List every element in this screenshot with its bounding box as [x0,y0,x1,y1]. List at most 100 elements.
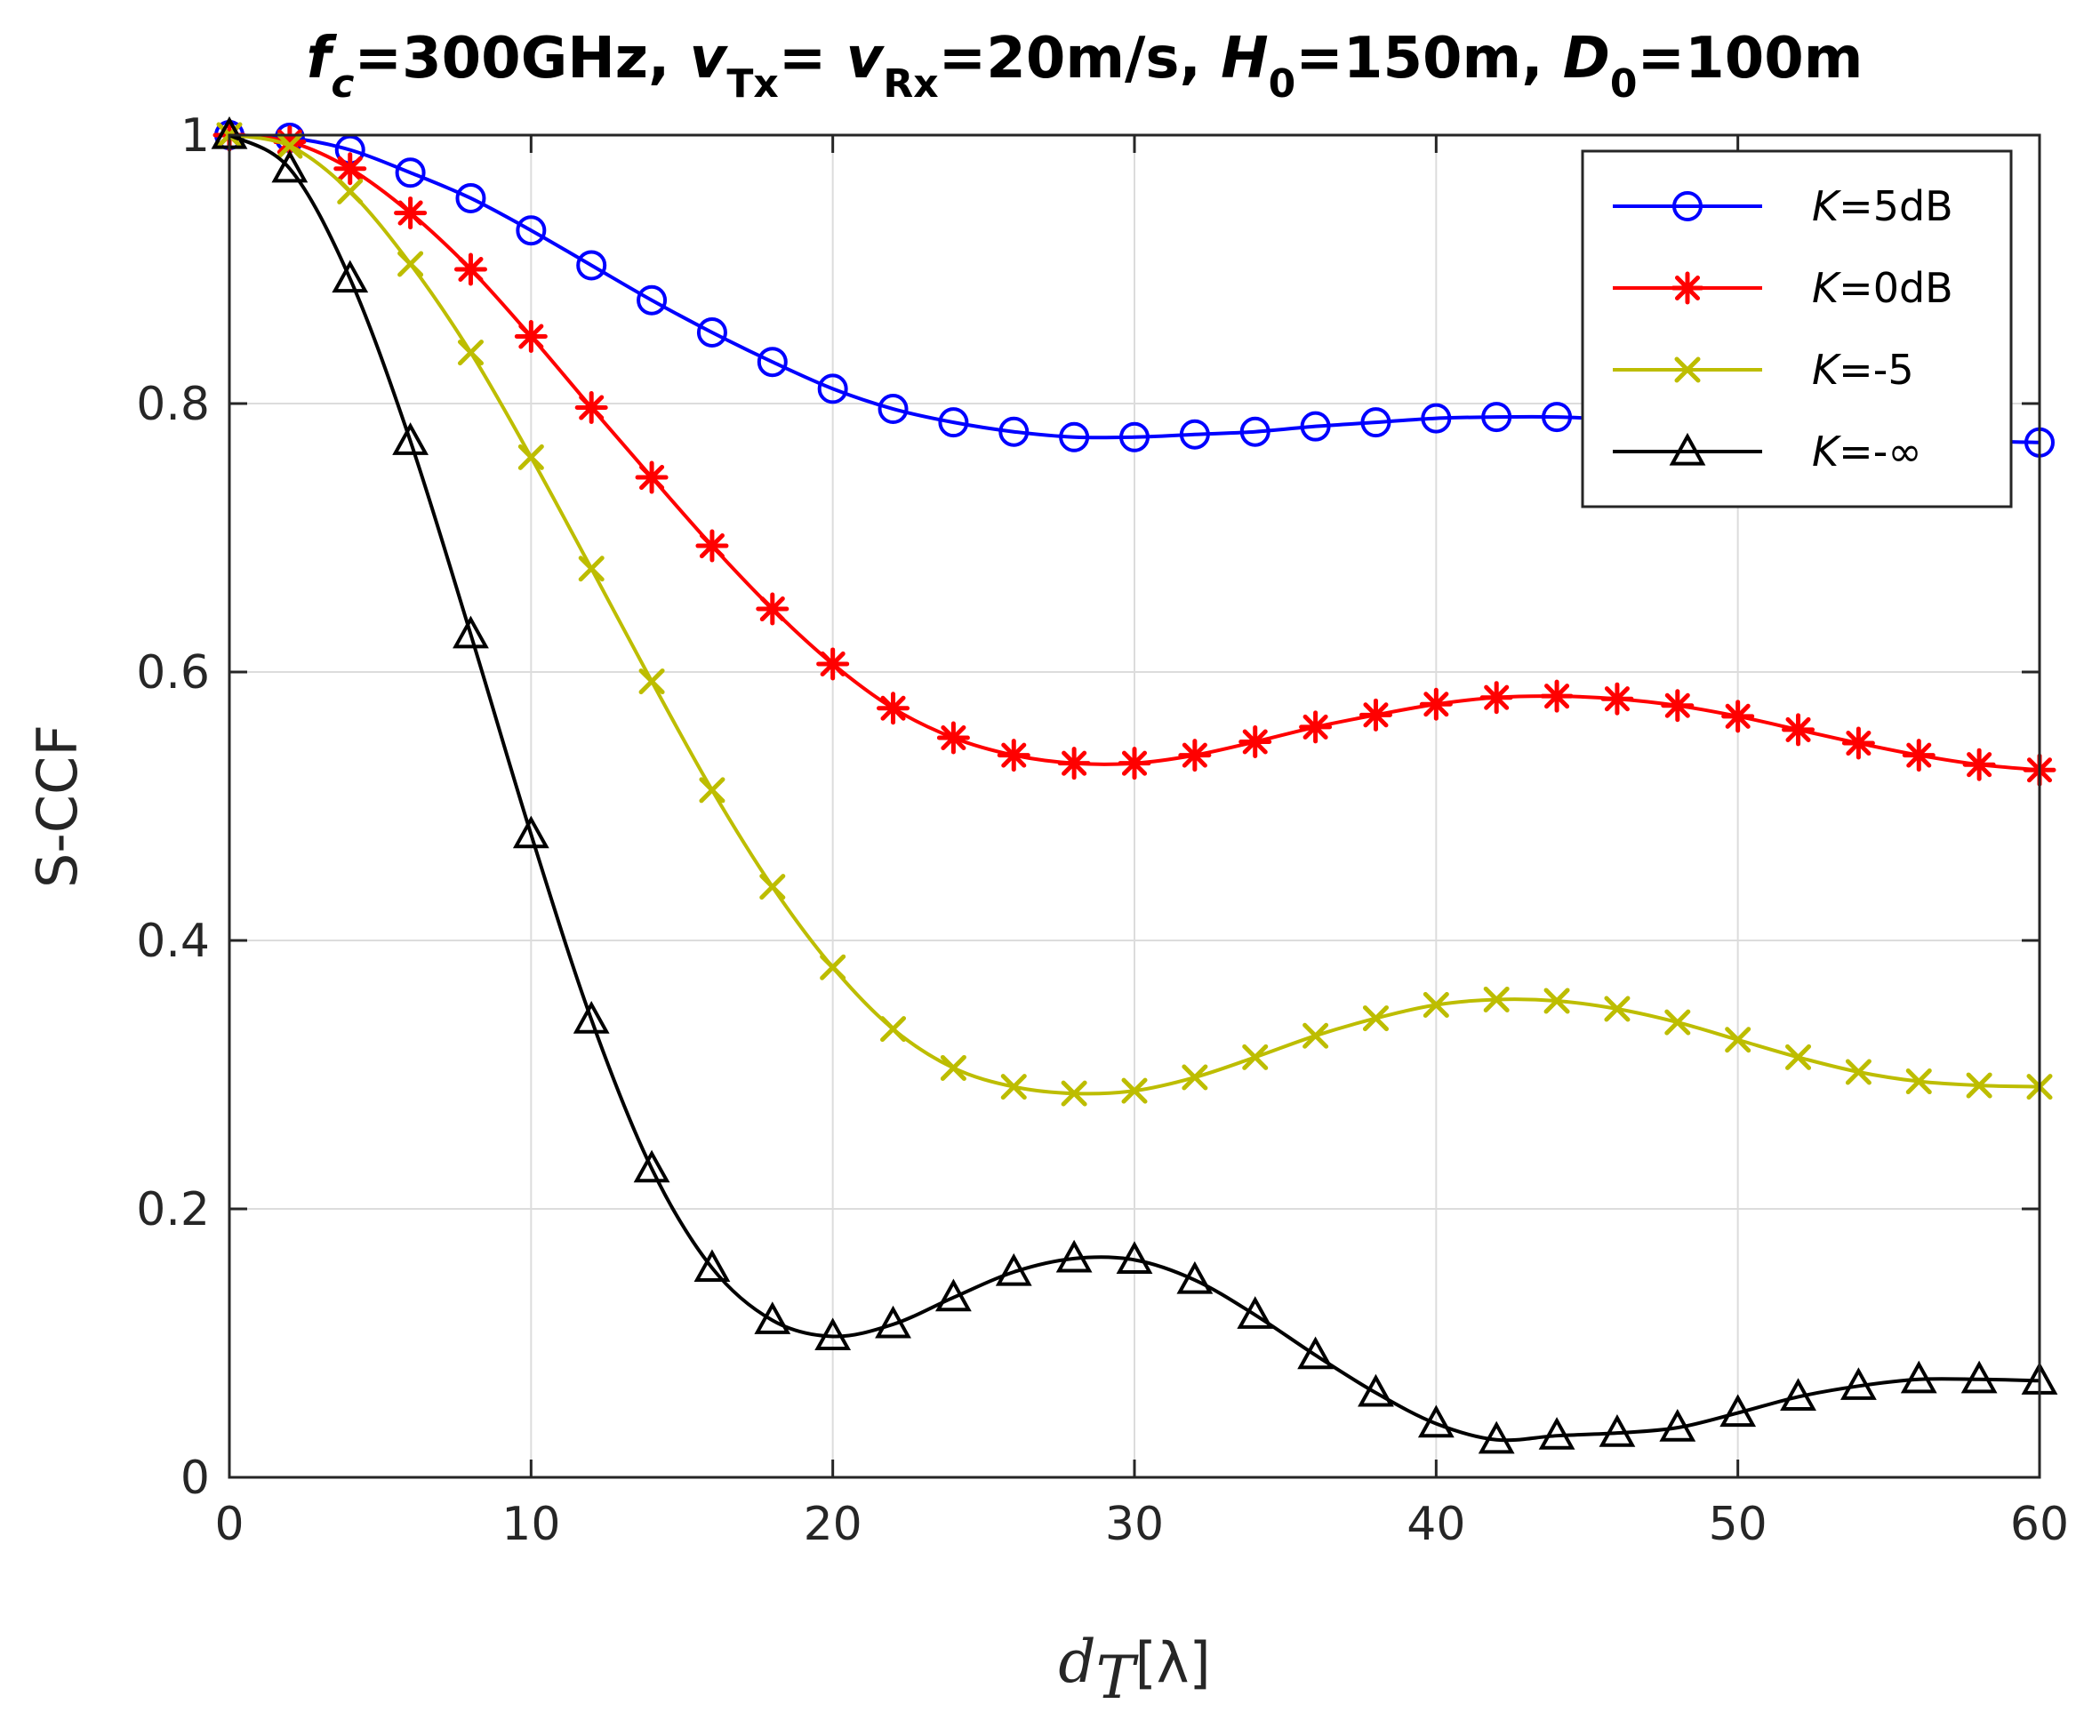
data-point-marker [1421,403,1452,434]
series-2 [212,118,2056,787]
data-point-marker [1483,986,1510,1012]
data-point-marker [1664,1009,1691,1036]
legend: K=5dB K=0dB K=-5 K=-∞ [1581,149,2013,508]
data-point-marker [1845,1059,1872,1085]
data-point-marker [1542,402,1573,433]
data-point-marker [875,1305,911,1339]
legend-box [1581,149,2013,508]
data-point-marker [1121,1077,1148,1104]
data-point-marker [1840,1367,1877,1400]
data-point-marker [696,316,727,348]
data-point-marker [395,157,426,188]
x-tick-label: 50 [1709,1498,1767,1551]
data-point-marker [1423,991,1449,1018]
legend-item: K=5dB [1613,182,1953,230]
data-point-marker [814,1317,852,1351]
data-point-marker [1055,1239,1093,1273]
data-point-marker [998,416,1030,447]
data-point-marker [637,284,668,316]
data-point-marker [1239,416,1270,447]
data-point-marker [1900,1360,1937,1394]
y-tick-label: 1 [180,109,210,163]
y-tick-label: 0.8 [136,378,210,431]
data-point-marker [1478,1420,1515,1454]
data-point-marker [756,592,790,626]
data-point-marker [1479,681,1513,715]
data-point-marker [757,347,788,378]
data-point-marker [1358,1373,1394,1407]
data-point-marker [1417,1404,1455,1438]
data-point-marker [1672,191,1703,221]
legend-item: K=0dB [1613,264,1953,312]
data-point-marker [940,1054,966,1081]
data-point-marker [1359,698,1392,732]
data-point-marker [1725,1027,1751,1053]
data-point-marker [1841,726,1875,760]
data-point-marker [576,250,607,281]
data-point-marker [333,152,367,186]
data-point-marker [1782,713,1815,747]
series-4 [211,116,2058,1454]
data-point-marker [1360,407,1391,438]
data-point-marker [816,647,850,681]
data-point-marker [512,815,549,849]
data-point-marker [1538,1417,1575,1450]
data-point-marker [995,1252,1032,1286]
data-point-marker [1780,1378,1816,1411]
data-point-marker [271,149,309,183]
data-point-marker [1659,1409,1696,1442]
data-point-marker [1481,402,1512,433]
legend-item: K=-∞ [1613,428,1922,476]
x-tick-label: 30 [1105,1498,1164,1551]
data-point-marker [1962,748,1996,781]
data-point-marker [633,1149,670,1183]
data-point-marker [1059,421,1090,452]
data-point-marker [1721,700,1755,733]
data-point-marker [1178,739,1212,772]
data-point-marker [1061,1080,1087,1107]
data-point-marker [457,340,484,366]
data-point-marker [455,182,486,213]
legend-label: K=-∞ [1812,428,1922,476]
data-point-marker [397,251,424,277]
data-point-marker [1119,421,1150,452]
data-point-marker [938,407,969,438]
data-point-marker [1719,1394,1757,1428]
data-point-marker [1176,1260,1214,1294]
data-point-marker [878,394,909,425]
data-point-marker [1661,689,1695,723]
data-point-marker [1674,356,1701,383]
data-point-marker [1905,1068,1932,1095]
x-tick-label: 10 [501,1498,560,1551]
data-point-marker [332,260,369,293]
data-point-marker [1302,1022,1329,1049]
data-point-marker [453,252,487,286]
data-point-marker [578,556,605,582]
series-3 [216,122,2053,1107]
chart-title: fc=300GHz, vTx= vRx=20m/s, H0=150m, D0=1… [307,26,1864,107]
data-point-marker [1902,739,1936,772]
data-point-marker [1604,996,1631,1022]
data-point-marker [1057,747,1091,780]
data-point-marker [1543,988,1570,1014]
y-tick-label: 0.4 [136,915,210,968]
data-point-marker [1362,1005,1389,1032]
x-tick-label: 40 [1407,1498,1465,1551]
x-tick-label: 20 [804,1498,862,1551]
data-point-marker [1179,419,1210,450]
data-point-marker [997,739,1030,772]
data-point-marker [1116,1241,1153,1274]
y-tick-label: 0 [180,1452,210,1505]
data-point-marker [514,320,548,353]
y-axis-label: S-CCF [25,724,90,888]
data-point-marker [574,391,608,425]
data-point-marker [817,373,848,404]
data-point-marker [1785,1044,1812,1070]
data-point-marker [936,721,970,755]
data-point-marker [277,132,303,159]
legend-label: K=5dB [1812,182,1953,230]
data-point-marker [1966,1072,1992,1099]
tick-labels: 0 10 20 30 40 50 60 0 0.2 0.4 0.6 0.8 1 [136,109,2069,1551]
data-point-marker [1182,1064,1208,1091]
x-axis-label: dT[λ] [1058,1628,1210,1712]
